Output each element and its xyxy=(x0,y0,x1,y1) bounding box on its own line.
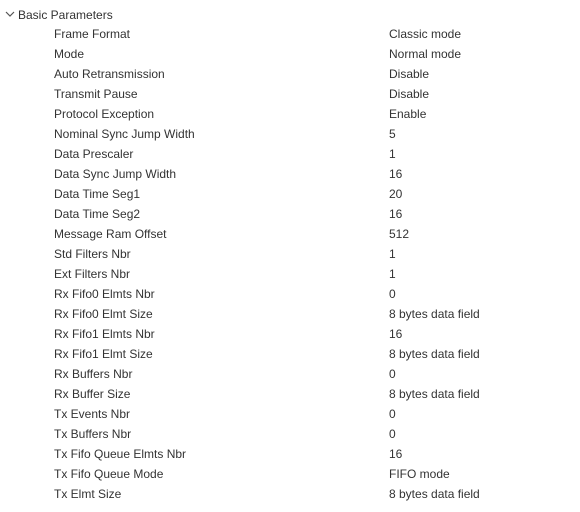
param-label: Tx Buffers Nbr xyxy=(54,424,389,444)
param-label: Auto Retransmission xyxy=(54,64,389,84)
param-value: 16 xyxy=(389,444,576,464)
param-label: Rx Buffers Nbr xyxy=(54,364,389,384)
param-row[interactable]: Std Filters Nbr1 xyxy=(54,244,576,264)
param-row[interactable]: Rx Buffer Size8 bytes data field xyxy=(54,384,576,404)
param-value: 0 xyxy=(389,424,576,444)
param-row[interactable]: Rx Fifo1 Elmts Nbr16 xyxy=(54,324,576,344)
param-value: 512 xyxy=(389,224,576,244)
param-value: 16 xyxy=(389,324,576,344)
param-value: Normal mode xyxy=(389,44,576,64)
param-value: Classic mode xyxy=(389,24,576,44)
param-label: Rx Buffer Size xyxy=(54,384,389,404)
param-value: 5 xyxy=(389,124,576,144)
param-row[interactable]: Auto RetransmissionDisable xyxy=(54,64,576,84)
param-label: Data Sync Jump Width xyxy=(54,164,389,184)
param-label: Mode xyxy=(54,44,389,64)
param-label: Rx Fifo0 Elmt Size xyxy=(54,304,389,324)
param-row[interactable]: Tx Elmt Size8 bytes data field xyxy=(54,484,576,504)
param-label: Nominal Sync Jump Width xyxy=(54,124,389,144)
param-value: Disable xyxy=(389,64,576,84)
param-value: 1 xyxy=(389,264,576,284)
chevron-down-icon xyxy=(4,9,16,22)
param-label: Tx Events Nbr xyxy=(54,404,389,424)
param-label: Rx Fifo0 Elmts Nbr xyxy=(54,284,389,304)
param-value: 0 xyxy=(389,284,576,304)
param-row[interactable]: Protocol ExceptionEnable xyxy=(54,104,576,124)
param-value: Enable xyxy=(389,104,576,124)
param-row[interactable]: Transmit PauseDisable xyxy=(54,84,576,104)
param-value: 20 xyxy=(389,184,576,204)
section-header[interactable]: Basic Parameters xyxy=(4,8,576,22)
param-label: Tx Fifo Queue Elmts Nbr xyxy=(54,444,389,464)
param-row[interactable]: Ext Filters Nbr1 xyxy=(54,264,576,284)
param-row[interactable]: Message Ram Offset512 xyxy=(54,224,576,244)
param-label: Rx Fifo1 Elmts Nbr xyxy=(54,324,389,344)
param-row[interactable]: Rx Fifo0 Elmt Size8 bytes data field xyxy=(54,304,576,324)
param-value: 0 xyxy=(389,404,576,424)
param-label: Frame Format xyxy=(54,24,389,44)
param-value: FIFO mode xyxy=(389,464,576,484)
param-row[interactable]: Tx Fifo Queue ModeFIFO mode xyxy=(54,464,576,484)
param-row[interactable]: Tx Events Nbr0 xyxy=(54,404,576,424)
param-row[interactable]: Rx Fifo1 Elmt Size8 bytes data field xyxy=(54,344,576,364)
param-value: 1 xyxy=(389,144,576,164)
param-label: Tx Elmt Size xyxy=(54,484,389,504)
param-label: Tx Fifo Queue Mode xyxy=(54,464,389,484)
param-row[interactable]: Rx Fifo0 Elmts Nbr0 xyxy=(54,284,576,304)
param-row[interactable]: Nominal Sync Jump Width5 xyxy=(54,124,576,144)
param-row[interactable]: Data Sync Jump Width16 xyxy=(54,164,576,184)
param-label: Rx Fifo1 Elmt Size xyxy=(54,344,389,364)
param-label: Data Time Seg2 xyxy=(54,204,389,224)
param-label: Std Filters Nbr xyxy=(54,244,389,264)
param-value: 8 bytes data field xyxy=(389,384,576,404)
param-label: Protocol Exception xyxy=(54,104,389,124)
param-label: Data Prescaler xyxy=(54,144,389,164)
param-value: 8 bytes data field xyxy=(389,304,576,324)
param-row[interactable]: Tx Buffers Nbr0 xyxy=(54,424,576,444)
param-label: Transmit Pause xyxy=(54,84,389,104)
param-row[interactable]: Data Prescaler1 xyxy=(54,144,576,164)
param-list: Frame FormatClassic modeModeNormal modeA… xyxy=(54,24,576,504)
param-value: 8 bytes data field xyxy=(389,344,576,364)
param-row[interactable]: Tx Fifo Queue Elmts Nbr16 xyxy=(54,444,576,464)
param-value: 0 xyxy=(389,364,576,384)
param-row[interactable]: Rx Buffers Nbr0 xyxy=(54,364,576,384)
param-row[interactable]: Data Time Seg120 xyxy=(54,184,576,204)
param-value: 8 bytes data field xyxy=(389,484,576,504)
param-label: Ext Filters Nbr xyxy=(54,264,389,284)
param-row[interactable]: Data Time Seg216 xyxy=(54,204,576,224)
param-row[interactable]: Frame FormatClassic mode xyxy=(54,24,576,44)
param-value: 16 xyxy=(389,164,576,184)
section-title: Basic Parameters xyxy=(18,8,113,22)
param-value: Disable xyxy=(389,84,576,104)
param-value: 16 xyxy=(389,204,576,224)
param-row[interactable]: ModeNormal mode xyxy=(54,44,576,64)
param-label: Data Time Seg1 xyxy=(54,184,389,204)
param-value: 1 xyxy=(389,244,576,264)
param-label: Message Ram Offset xyxy=(54,224,389,244)
